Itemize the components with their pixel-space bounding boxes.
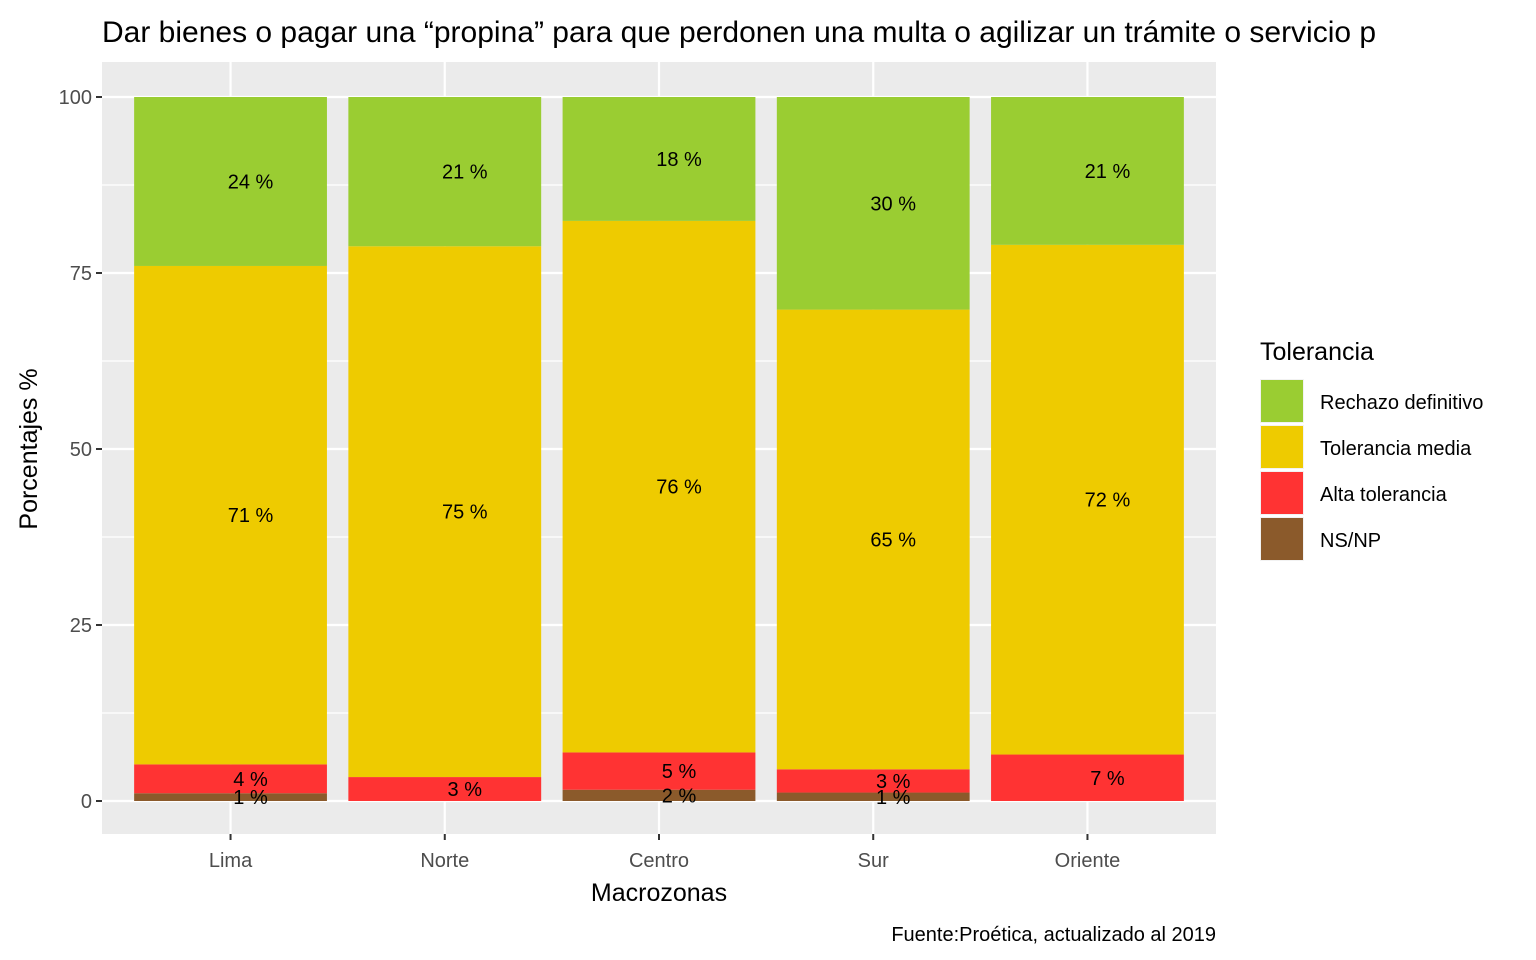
bar-labels: 1 %4 %71 %24 %3 %75 %21 %2 %5 %76 %18 %1… bbox=[228, 149, 1131, 809]
y-tick-label: 100 bbox=[59, 87, 92, 109]
y-tick-label: 50 bbox=[70, 439, 92, 461]
x-tick-label: Sur bbox=[858, 850, 889, 872]
legend-swatch bbox=[1261, 472, 1303, 514]
legend-swatch bbox=[1261, 426, 1303, 468]
bar-segment bbox=[776, 309, 970, 770]
bar-segment bbox=[562, 97, 756, 221]
bar-segment bbox=[562, 789, 756, 801]
legend-items: Rechazo definitivo Tolerancia media Alta t… bbox=[1260, 379, 1483, 561]
data-label: 1 % bbox=[876, 787, 911, 809]
data-label: 71 % bbox=[228, 505, 274, 527]
legend-swatch bbox=[1261, 380, 1303, 422]
legend-label: Alta tolerancia bbox=[1320, 484, 1448, 506]
x-tick-label: Norte bbox=[420, 850, 469, 872]
chart-title: Dar bienes o pagar una “propina” para qu… bbox=[102, 16, 1376, 49]
data-label: 72 % bbox=[1085, 490, 1131, 512]
bar-segment bbox=[991, 244, 1184, 755]
bars bbox=[134, 97, 1184, 801]
data-label: 5 % bbox=[662, 761, 697, 783]
y-tick-label: 25 bbox=[70, 615, 92, 637]
source-caption: Fuente:Proética, actualizado al 2019 bbox=[891, 924, 1216, 946]
data-label: 75 % bbox=[442, 502, 488, 524]
x-axis-title: Macrozonas bbox=[591, 879, 727, 907]
x-axis: Lima Norte Centro Sur Oriente bbox=[209, 834, 1120, 872]
data-label: 7 % bbox=[1090, 768, 1125, 790]
bar-segment bbox=[776, 769, 970, 793]
data-label: 3 % bbox=[876, 771, 911, 793]
data-label: 3 % bbox=[448, 779, 483, 801]
data-label: 76 % bbox=[656, 477, 702, 499]
x-tick-label: Centro bbox=[629, 850, 689, 872]
data-label: 30 % bbox=[870, 193, 916, 215]
bar-segment bbox=[991, 754, 1184, 801]
y-tick-label: 75 bbox=[70, 263, 92, 285]
data-label: 2 % bbox=[662, 785, 697, 807]
data-label: 21 % bbox=[442, 162, 488, 184]
legend-title: Tolerancia bbox=[1260, 338, 1374, 366]
bar-segment bbox=[134, 97, 327, 266]
legend-label: NS/NP bbox=[1320, 530, 1381, 552]
bar-segment bbox=[134, 265, 327, 765]
data-label: 21 % bbox=[1085, 161, 1131, 183]
x-tick-label: Lima bbox=[209, 850, 253, 872]
legend: Tolerancia Rechazo definitivo Tolerancia … bbox=[1260, 338, 1483, 561]
y-axis-title: Porcentajes % bbox=[15, 368, 43, 529]
data-label: 18 % bbox=[656, 149, 702, 171]
bar-segment bbox=[991, 97, 1184, 245]
legend-swatch bbox=[1261, 518, 1303, 560]
data-label: 4 % bbox=[233, 769, 268, 791]
y-axis: 0 25 50 75 100 bbox=[59, 87, 102, 813]
bar-segment bbox=[562, 220, 756, 753]
bar-segment bbox=[348, 777, 542, 801]
bar-segment bbox=[776, 97, 970, 310]
data-label: 65 % bbox=[870, 529, 916, 551]
x-tick-label: Oriente bbox=[1055, 850, 1121, 872]
bar-segment bbox=[134, 793, 327, 801]
bar-segment bbox=[776, 792, 970, 801]
legend-label: Tolerancia media bbox=[1320, 438, 1472, 460]
bar-segment bbox=[562, 752, 756, 790]
legend-label: Rechazo definitivo bbox=[1320, 392, 1483, 414]
bar-segment bbox=[134, 764, 327, 794]
y-tick-label: 0 bbox=[81, 791, 92, 813]
data-label: 1 % bbox=[233, 787, 268, 809]
bar-segment bbox=[348, 246, 542, 778]
data-label: 24 % bbox=[228, 171, 274, 193]
bar-segment bbox=[348, 97, 542, 247]
